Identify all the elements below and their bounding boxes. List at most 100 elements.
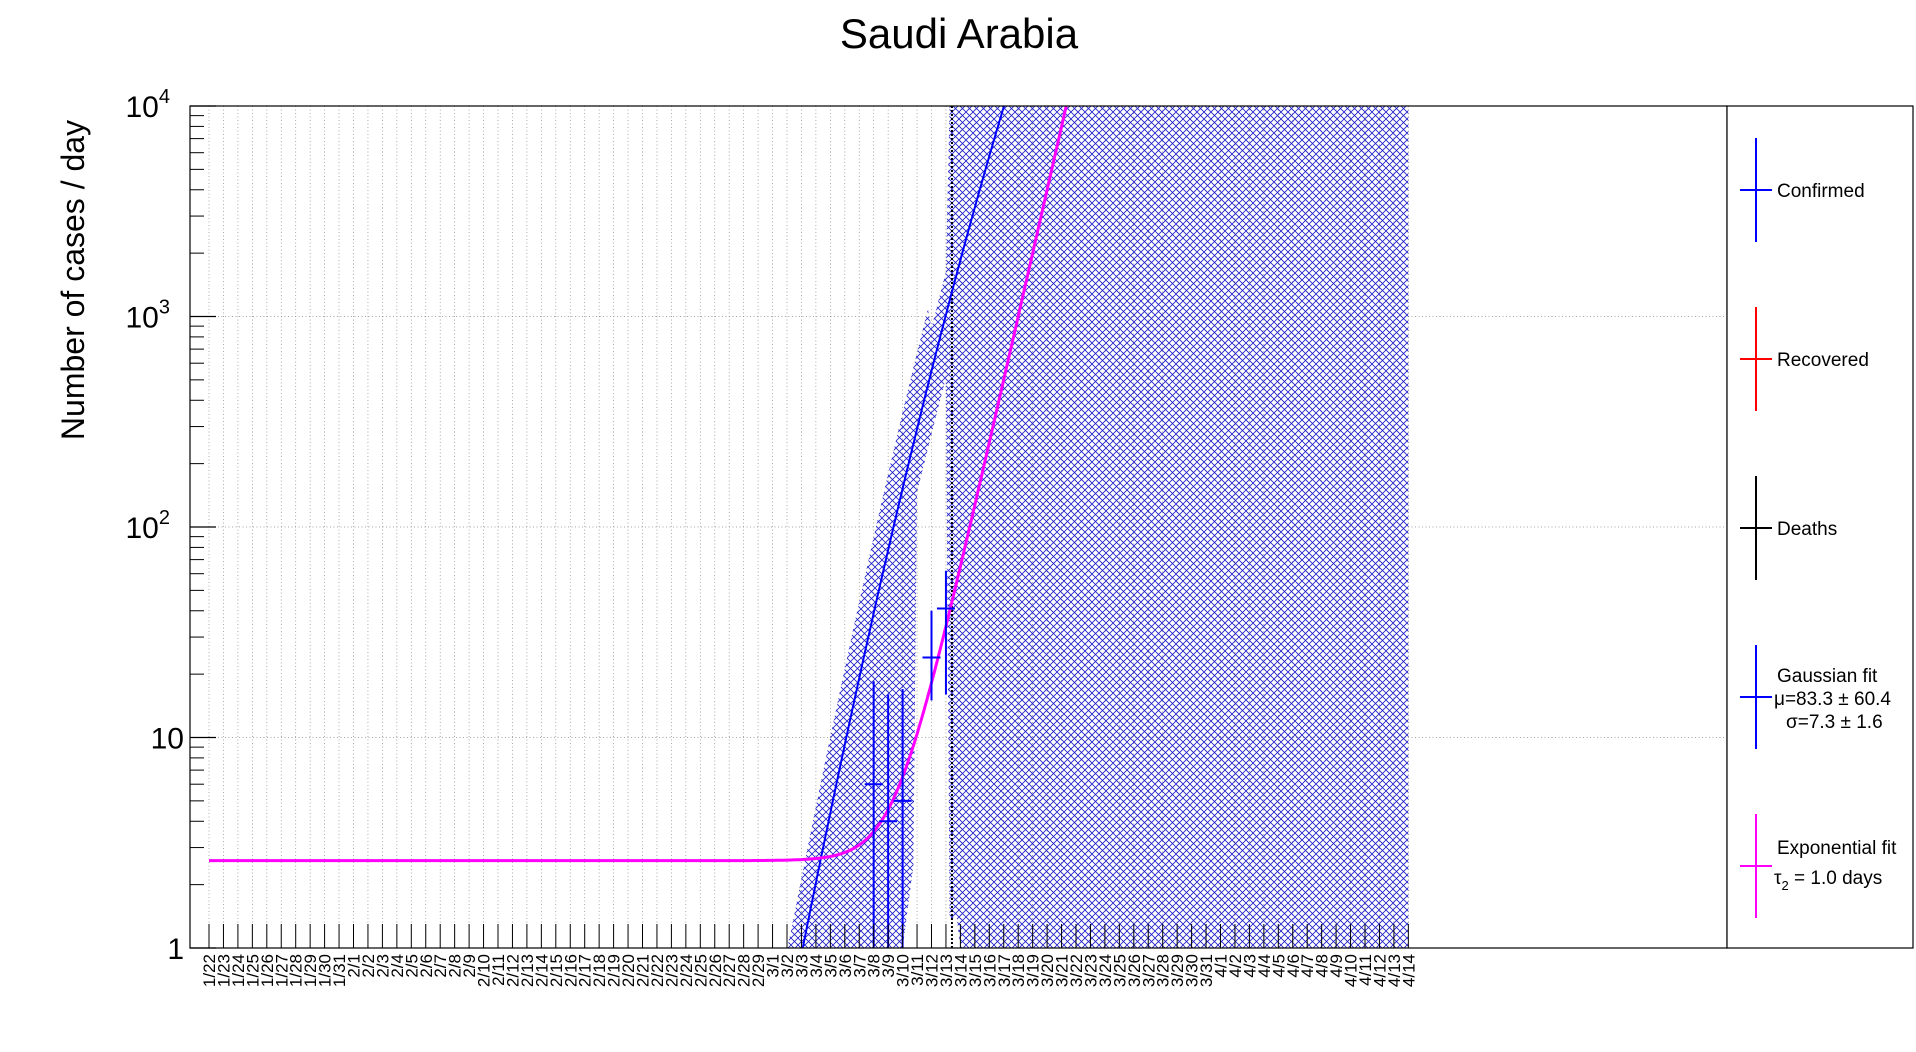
x-tick-label: 3/10 xyxy=(894,954,913,987)
y-tick-label: 10 xyxy=(151,723,184,756)
x-tick-label: 2/23 xyxy=(662,954,681,987)
x-tick-label: 3/6 xyxy=(836,954,855,978)
x-tick-label: 3/14 xyxy=(951,954,970,987)
x-tick-label: 4/8 xyxy=(1313,954,1332,978)
x-tick-label: 3/7 xyxy=(850,954,869,978)
x-tick-label: 1/27 xyxy=(272,954,291,987)
x-tick-label: 1/25 xyxy=(243,954,262,987)
x-tick-label: 3/1 xyxy=(764,954,783,978)
x-tick-label: 2/1 xyxy=(345,954,364,978)
x-tick-label: 4/14 xyxy=(1399,954,1418,987)
x-tick-label: 1/23 xyxy=(214,954,233,987)
x-tick-label: 4/4 xyxy=(1255,954,1274,978)
legend-label: Deaths xyxy=(1777,519,1837,540)
x-tick-label: 2/25 xyxy=(691,954,710,987)
x-tick-label: 2/2 xyxy=(359,954,378,978)
x-tick-label: 3/28 xyxy=(1154,954,1173,987)
gaussian-fit-curve xyxy=(801,106,1006,948)
x-tick-label: 3/21 xyxy=(1053,954,1072,987)
x-tick-label: 4/10 xyxy=(1342,954,1361,987)
x-tick-label: 4/11 xyxy=(1356,954,1375,986)
x-tick-label: 2/21 xyxy=(634,954,653,987)
y-tick-label: 104 xyxy=(126,86,171,124)
x-tick-label: 3/17 xyxy=(995,954,1014,987)
x-tick-label: 2/7 xyxy=(431,954,450,978)
fit-curves xyxy=(209,106,1068,948)
x-tick-label: 3/24 xyxy=(1096,954,1115,987)
y-tick-label: 103 xyxy=(126,297,171,335)
x-tick-label: 3/19 xyxy=(1024,954,1043,987)
x-tick-label: 3/29 xyxy=(1168,954,1187,987)
x-tick-label: 2/13 xyxy=(518,954,537,987)
x-axis: 1/221/231/241/251/261/271/281/291/301/31… xyxy=(200,924,1418,987)
x-tick-label: 4/1 xyxy=(1212,954,1231,978)
x-tick-label: 2/14 xyxy=(532,954,551,987)
legend-label: Gaussian fit xyxy=(1777,666,1878,687)
data-points xyxy=(864,570,955,948)
x-tick-label: 2/12 xyxy=(503,954,522,987)
x-tick-label: 2/29 xyxy=(749,954,768,987)
x-tick-label: 1/30 xyxy=(316,954,335,987)
x-tick-label: 4/13 xyxy=(1385,954,1404,987)
legend-param: τ2 = 1.0 days xyxy=(1774,868,1882,893)
y-tick-label: 102 xyxy=(126,507,171,545)
y-tick-label: 1 xyxy=(167,933,184,966)
x-tick-label: 2/22 xyxy=(648,954,667,987)
x-tick-label: 3/20 xyxy=(1038,954,1057,987)
x-tick-label: 3/23 xyxy=(1081,954,1100,987)
x-tick-label: 4/6 xyxy=(1284,954,1303,978)
legend-label: Exponential fit xyxy=(1777,838,1897,859)
x-tick-label: 2/18 xyxy=(590,954,609,987)
x-tick-label: 1/26 xyxy=(258,954,277,987)
x-tick-label: 2/26 xyxy=(706,954,725,987)
x-tick-label: 2/17 xyxy=(576,954,595,987)
x-tick-label: 3/4 xyxy=(807,954,826,978)
x-tick-label: 3/16 xyxy=(980,954,999,987)
x-tick-label: 4/2 xyxy=(1226,954,1245,978)
x-tick-label: 2/20 xyxy=(619,954,638,987)
x-tick-label: 2/3 xyxy=(373,954,392,978)
x-tick-label: 1/22 xyxy=(200,954,219,987)
y-axis-label: Number of cases / day xyxy=(55,120,91,440)
gaussian-band-area xyxy=(758,106,1409,948)
x-tick-label: 3/30 xyxy=(1183,954,1202,987)
x-tick-label: 3/25 xyxy=(1110,954,1129,987)
x-tick-label: 3/3 xyxy=(792,954,811,978)
x-tick-label: 2/6 xyxy=(417,954,436,978)
legend-param: σ=7.3 ± 1.6 xyxy=(1786,712,1883,733)
y-axis: 1 10 102 103 104 xyxy=(126,86,216,966)
x-tick-label: 1/24 xyxy=(229,954,248,987)
legend-param: μ=83.3 ± 60.4 xyxy=(1774,689,1891,710)
legend: Confirmed Recovered Deaths Gaussian fitμ=83… xyxy=(1740,138,1897,918)
legend-label: Recovered xyxy=(1777,350,1869,371)
x-tick-label: 2/11 xyxy=(489,954,508,986)
x-tick-label: 2/27 xyxy=(720,954,739,987)
x-tick-label: 2/28 xyxy=(735,954,754,987)
x-tick-label: 2/16 xyxy=(561,954,580,987)
x-tick-label: 2/5 xyxy=(402,954,421,978)
gaussian-fit-band xyxy=(758,106,1409,948)
x-tick-label: 3/9 xyxy=(879,954,898,978)
x-tick-label: 2/24 xyxy=(677,954,696,987)
x-tick-label: 2/15 xyxy=(547,954,566,987)
x-tick-label: 1/31 xyxy=(330,954,349,987)
x-tick-label: 4/3 xyxy=(1240,954,1259,978)
x-tick-label: 3/15 xyxy=(966,954,985,987)
x-tick-label: 2/8 xyxy=(446,954,465,978)
x-tick-label: 2/10 xyxy=(475,954,494,987)
legend-label: Confirmed xyxy=(1777,181,1865,202)
x-tick-label: 4/5 xyxy=(1269,954,1288,978)
x-tick-label: 3/12 xyxy=(923,954,942,987)
x-tick-label: 1/29 xyxy=(301,954,320,987)
x-tick-label: 3/13 xyxy=(937,954,956,987)
x-tick-label: 3/26 xyxy=(1125,954,1144,987)
x-tick-label: 2/19 xyxy=(605,954,624,987)
x-tick-label: 3/31 xyxy=(1197,954,1216,987)
x-tick-label: 2/4 xyxy=(388,954,407,978)
x-tick-label: 4/7 xyxy=(1298,954,1317,978)
chart-title: Saudi Arabia xyxy=(840,10,1079,57)
x-tick-label: 1/28 xyxy=(287,954,306,987)
x-tick-label: 4/12 xyxy=(1370,954,1389,987)
x-tick-label: 3/5 xyxy=(821,954,840,978)
